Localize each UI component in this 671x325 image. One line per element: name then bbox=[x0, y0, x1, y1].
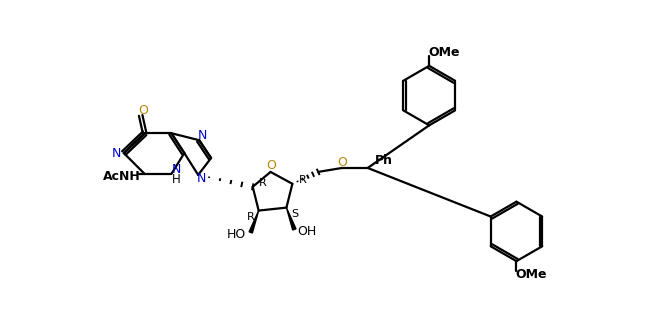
Text: R: R bbox=[259, 178, 266, 188]
Text: OMe: OMe bbox=[515, 267, 547, 280]
Text: R: R bbox=[299, 175, 306, 185]
Text: Ph: Ph bbox=[374, 153, 393, 166]
Text: OMe: OMe bbox=[428, 46, 460, 59]
Text: AcNH: AcNH bbox=[103, 170, 141, 183]
Text: N: N bbox=[172, 163, 181, 176]
Text: OH: OH bbox=[298, 225, 317, 238]
Text: N: N bbox=[197, 172, 206, 185]
Polygon shape bbox=[287, 208, 296, 230]
Text: O: O bbox=[139, 104, 148, 117]
Text: N: N bbox=[197, 129, 207, 142]
Text: O: O bbox=[337, 155, 347, 168]
Text: O: O bbox=[266, 160, 276, 173]
Text: R: R bbox=[247, 212, 254, 222]
Text: H: H bbox=[172, 173, 180, 186]
Text: N: N bbox=[112, 147, 121, 160]
Polygon shape bbox=[249, 211, 258, 233]
Text: S: S bbox=[291, 209, 298, 218]
Text: HO: HO bbox=[227, 228, 246, 241]
